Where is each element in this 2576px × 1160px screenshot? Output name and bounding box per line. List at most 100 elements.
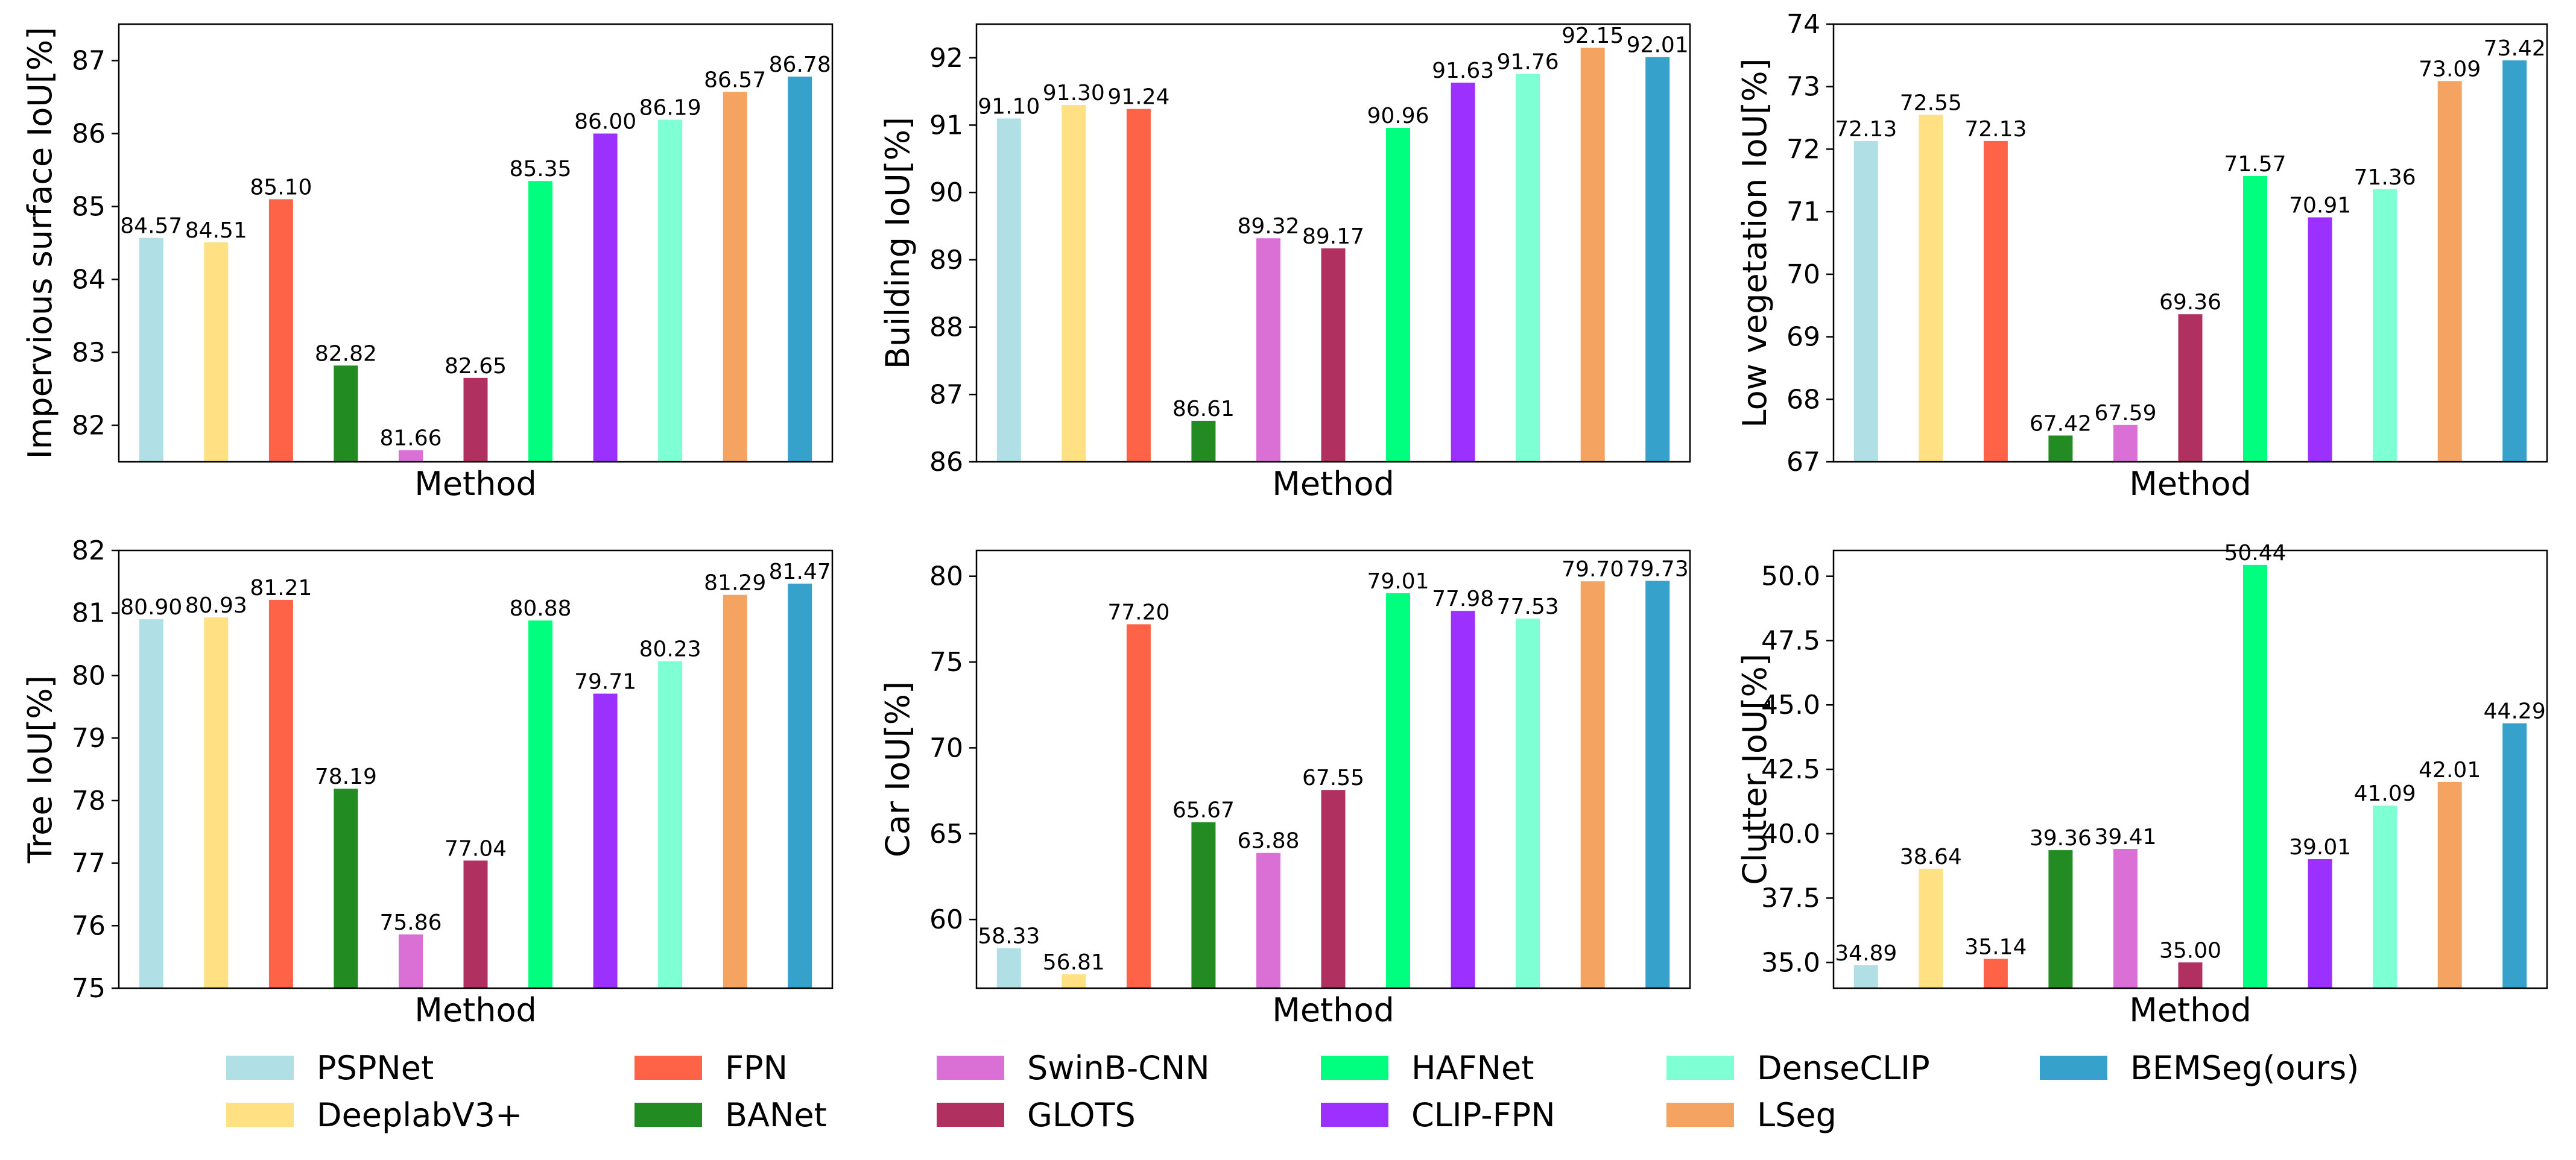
plot-frame (1832, 23, 2548, 463)
bar-clip-fpn (1451, 83, 1475, 462)
y-axis-label: Impervious surface IoU[%] (21, 27, 59, 459)
bar-clip-fpn (593, 133, 618, 462)
bar-value-label: 91.30 (1043, 81, 1105, 106)
y-tick-label: 83 (72, 338, 106, 368)
legend-item-bemseg-ours-: BEMSeg(ours) (2040, 1049, 2359, 1087)
bar-denseclip (1516, 74, 1540, 462)
bar-value-label: 79.71 (574, 670, 636, 695)
y-tick-label: 35.0 (1761, 947, 1820, 978)
bar-value-label: 50.44 (2224, 541, 2286, 566)
bar-clip-fpn (593, 693, 618, 988)
y-tick-label: 89 (929, 245, 963, 276)
bar-denseclip (658, 661, 683, 988)
x-axis-label: Method (2129, 991, 2252, 1029)
y-tick-label: 72 (1786, 134, 1820, 165)
bar-bemseg-ours- (2502, 723, 2527, 988)
bar-swinb-cnn (2113, 424, 2138, 462)
bar-value-label: 91.24 (1107, 85, 1169, 110)
bar-denseclip (658, 119, 683, 462)
bar-banet (2048, 435, 2073, 462)
x-axis-label: Method (414, 465, 537, 503)
legend-swatch (937, 1056, 1004, 1080)
legend-swatch (226, 1103, 294, 1127)
legend-item-deeplabv3-: DeeplabV3+ (226, 1096, 522, 1134)
bar-value-label: 82.65 (445, 354, 507, 379)
bar-value-label: 75.86 (379, 910, 441, 935)
y-tick-label: 73 (1786, 72, 1820, 102)
bar-value-label: 81.21 (250, 576, 312, 600)
plot-frame (975, 23, 1691, 463)
y-tick-label: 45.0 (1761, 690, 1820, 720)
bar-value-label: 79.01 (1367, 569, 1429, 594)
y-axis-label: Low vegetation IoU[%] (1736, 58, 1774, 428)
bar-value-label: 85.10 (250, 175, 312, 200)
y-tick-label: 80 (929, 561, 963, 592)
bar-lseg (723, 92, 747, 462)
bar-value-label: 92.15 (1562, 24, 1624, 48)
bar-banet (2048, 850, 2073, 988)
legend-label: LSeg (1757, 1096, 1837, 1134)
bar-swinb-cnn (399, 450, 423, 462)
bar-value-label: 79.70 (1562, 557, 1624, 582)
bar-value-label: 92.01 (1627, 33, 1689, 58)
legend-label: DenseCLIP (1757, 1049, 1930, 1087)
bar-swinb-cnn (1256, 853, 1280, 988)
legend-item-clip-fpn: CLIP-FPN (1321, 1096, 1555, 1134)
bar-value-label: 65.67 (1172, 798, 1235, 823)
y-tick-label: 42.5 (1761, 754, 1820, 785)
bar-value-label: 89.32 (1237, 214, 1299, 239)
bar-bemseg-ours- (2502, 60, 2527, 462)
y-tick-label: 80 (72, 660, 106, 691)
bar-lseg (1580, 48, 1605, 462)
y-tick-label: 90 (929, 177, 963, 208)
y-tick-label: 85 (72, 192, 106, 222)
bar-pspnet (1853, 965, 1878, 988)
bar-value-label: 77.20 (1107, 600, 1169, 625)
bar-value-label: 77.53 (1497, 594, 1559, 619)
bar-value-label: 41.09 (2354, 781, 2416, 806)
bar-value-label: 34.89 (1835, 941, 1897, 966)
x-axis-label: Method (1272, 991, 1394, 1029)
legend-label: DeeplabV3+ (317, 1096, 522, 1134)
legend-swatch (2040, 1056, 2107, 1080)
bar-value-label: 84.57 (120, 214, 182, 239)
bar-value-label: 81.29 (704, 571, 766, 596)
bar-bemseg-ours- (1645, 57, 1670, 462)
legend-swatch (937, 1103, 1004, 1127)
plot-frame (118, 549, 834, 989)
y-tick-label: 88 (929, 312, 963, 343)
bar-fpn (1126, 624, 1151, 988)
bar-banet (334, 789, 358, 988)
subplot-6: 34.89 38.64 35.14 39.36 39.41 35.00 50.44 39.01… (1736, 541, 2548, 1029)
bar-bemseg-ours- (788, 77, 812, 462)
bar-value-label: 80.93 (185, 593, 247, 618)
y-tick-label: 60 (929, 904, 963, 935)
bar-deeplabv3- (1919, 115, 1943, 462)
bar-clip-fpn (1451, 611, 1475, 988)
x-axis-label: Method (1272, 465, 1394, 503)
bar-denseclip (2373, 805, 2397, 988)
y-tick-label: 50.0 (1761, 561, 1820, 592)
bar-value-label: 39.01 (2289, 835, 2351, 860)
y-tick-label: 69 (1786, 322, 1820, 353)
legend-item-glots: GLOTS (937, 1096, 1136, 1134)
legend-swatch (226, 1056, 294, 1080)
bar-value-label: 63.88 (1237, 829, 1299, 854)
bar-value-label: 56.81 (1043, 950, 1105, 975)
y-tick-label: 81 (72, 598, 106, 629)
bar-bemseg-ours- (788, 584, 812, 988)
bar-hafnet (2243, 564, 2267, 988)
y-tick-label: 86 (929, 447, 963, 478)
bar-banet (1191, 420, 1216, 462)
bar-glots (2178, 962, 2203, 988)
bar-value-label: 85.35 (509, 157, 571, 181)
bar-fpn (1983, 140, 2008, 462)
bar-hafnet (528, 620, 552, 988)
bar-swinb-cnn (399, 934, 423, 988)
bar-value-label: 91.10 (978, 94, 1040, 119)
bar-deeplabv3- (204, 242, 229, 462)
